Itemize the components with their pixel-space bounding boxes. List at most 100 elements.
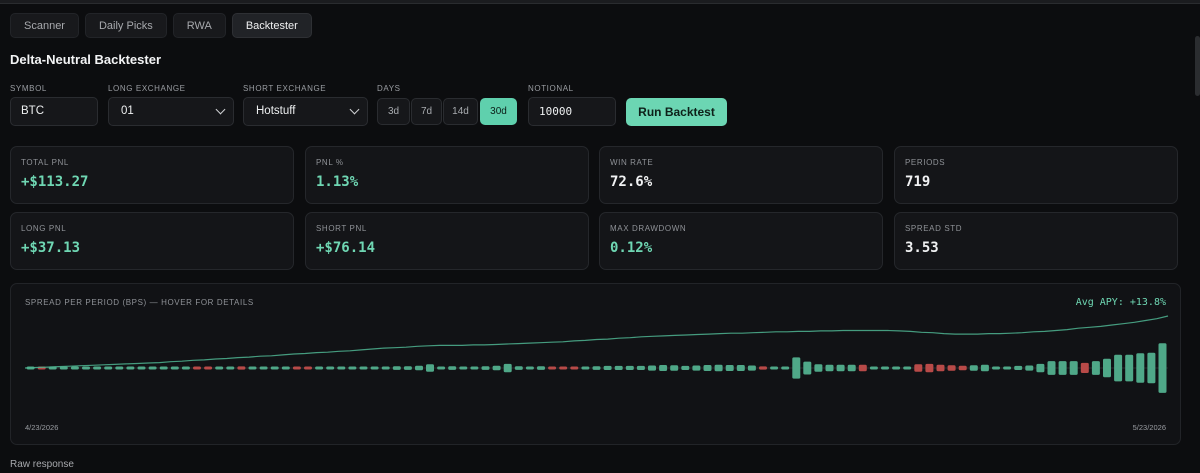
spread-bar[interactable]: [570, 366, 579, 370]
spread-bar[interactable]: [858, 364, 867, 372]
spread-bar[interactable]: [259, 366, 268, 370]
spread-bar[interactable]: [1014, 365, 1023, 370]
spread-bar[interactable]: [470, 366, 479, 370]
spread-bar[interactable]: [1047, 361, 1056, 375]
symbol-input[interactable]: BTC: [10, 97, 98, 126]
spread-bar[interactable]: [914, 364, 923, 372]
spread-bar[interactable]: [525, 366, 534, 370]
spread-bar[interactable]: [625, 365, 634, 370]
spread-bar[interactable]: [237, 366, 246, 370]
spread-bar[interactable]: [759, 366, 767, 370]
spread-bar[interactable]: [892, 366, 901, 370]
spread-bar[interactable]: [537, 366, 545, 370]
spread-bar[interactable]: [59, 366, 68, 370]
spread-bar[interactable]: [770, 366, 779, 370]
raw-response-toggle[interactable]: Raw response: [10, 459, 74, 470]
spread-bar[interactable]: [614, 365, 623, 370]
spread-bar[interactable]: [292, 366, 301, 370]
long-exchange-select[interactable]: 01: [108, 97, 234, 126]
spread-bar[interactable]: [392, 366, 401, 370]
spread-bar[interactable]: [648, 365, 656, 371]
spread-bar[interactable]: [1069, 361, 1078, 375]
spread-bar[interactable]: [1147, 352, 1156, 384]
spread-bar[interactable]: [492, 365, 501, 371]
spread-bar[interactable]: [248, 366, 257, 370]
spread-bar[interactable]: [115, 366, 124, 370]
spread-bar[interactable]: [958, 365, 967, 371]
days-option-30d[interactable]: 30d: [480, 98, 517, 125]
spread-bar[interactable]: [814, 364, 823, 372]
days-option-14d[interactable]: 14d: [443, 98, 478, 125]
spread-bar[interactable]: [1114, 354, 1123, 382]
run-backtest-button[interactable]: Run Backtest: [626, 98, 727, 126]
spread-bar[interactable]: [159, 366, 168, 370]
spread-bar[interactable]: [1003, 366, 1012, 370]
spread-bar[interactable]: [1025, 365, 1034, 371]
spread-bar[interactable]: [592, 366, 601, 370]
spread-bar[interactable]: [481, 366, 490, 370]
spread-bar[interactable]: [226, 366, 235, 370]
spread-bar[interactable]: [736, 365, 745, 371]
spread-bar[interactable]: [881, 366, 889, 370]
spread-bar[interactable]: [270, 366, 279, 370]
spread-bar[interactable]: [215, 366, 224, 370]
spread-bar[interactable]: [603, 365, 612, 370]
spread-chart-svg[interactable]: [11, 284, 1182, 446]
notional-input[interactable]: 10000: [528, 97, 616, 126]
spread-bar[interactable]: [559, 366, 568, 370]
spread-bar[interactable]: [126, 366, 135, 370]
spread-bar[interactable]: [93, 366, 102, 370]
spread-bar[interactable]: [370, 366, 379, 370]
days-option-7d[interactable]: 7d: [411, 98, 442, 125]
spread-bar[interactable]: [581, 366, 590, 370]
spread-bar[interactable]: [315, 366, 324, 370]
spread-bar[interactable]: [1080, 362, 1089, 373]
spread-bar[interactable]: [659, 365, 668, 371]
spread-bar[interactable]: [825, 364, 834, 372]
spread-bar[interactable]: [448, 366, 457, 370]
spread-bar[interactable]: [281, 366, 290, 370]
spread-bar[interactable]: [947, 365, 956, 371]
spread-bar[interactable]: [514, 366, 523, 370]
spread-bar[interactable]: [304, 366, 312, 370]
spread-bar[interactable]: [1091, 361, 1100, 375]
spread-bar[interactable]: [403, 366, 412, 370]
spread-bar[interactable]: [337, 366, 346, 370]
spread-bar[interactable]: [437, 366, 446, 370]
spread-bar[interactable]: [82, 366, 90, 370]
spread-bar[interactable]: [204, 366, 213, 370]
spread-bar[interactable]: [137, 366, 146, 370]
spread-bar[interactable]: [670, 365, 679, 371]
spread-bar[interactable]: [181, 366, 190, 370]
tab-rwa[interactable]: RWA: [172, 13, 226, 38]
spread-bar[interactable]: [1158, 343, 1167, 393]
spread-bar[interactable]: [104, 366, 113, 370]
spread-bar[interactable]: [426, 364, 434, 372]
spread-bar[interactable]: [1136, 353, 1145, 383]
scrollbar-thumb[interactable]: [1195, 36, 1200, 96]
short-exchange-select[interactable]: Hotstuff: [243, 97, 368, 126]
spread-bar[interactable]: [781, 366, 790, 370]
spread-bar[interactable]: [980, 364, 989, 372]
spread-bar[interactable]: [692, 365, 701, 371]
spread-bar[interactable]: [803, 361, 812, 375]
spread-bar[interactable]: [869, 366, 878, 370]
spread-bar[interactable]: [326, 366, 335, 370]
spread-bar[interactable]: [348, 366, 357, 370]
spread-bar[interactable]: [193, 366, 201, 370]
spread-bar[interactable]: [969, 365, 978, 371]
spread-bar[interactable]: [636, 365, 645, 370]
spread-bar[interactable]: [70, 366, 79, 370]
spread-bar[interactable]: [1058, 361, 1067, 375]
spread-bar[interactable]: [792, 357, 801, 379]
tab-backtester[interactable]: Backtester: [231, 13, 312, 38]
tab-daily-picks[interactable]: Daily Picks: [84, 13, 167, 38]
spread-bar[interactable]: [548, 366, 557, 370]
spread-bar[interactable]: [725, 365, 734, 371]
spread-bar[interactable]: [903, 366, 912, 370]
spread-bar[interactable]: [1103, 358, 1111, 378]
spread-bar[interactable]: [415, 365, 423, 371]
spread-bar[interactable]: [836, 364, 845, 372]
spread-bar[interactable]: [747, 365, 756, 371]
spread-bar[interactable]: [1125, 354, 1134, 382]
